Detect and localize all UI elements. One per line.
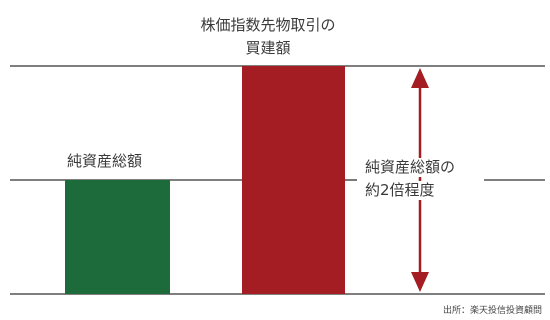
source-note: 出所：楽天投信投資顧問 [442, 306, 542, 316]
futures-buy-bar [242, 66, 345, 294]
futures-title-line1: 株価指数先物取引の [200, 16, 336, 34]
net-assets-bar [65, 180, 170, 294]
ratio-label-line1: 純資産総額の [365, 158, 458, 177]
futures-title-line2: 買建額 [245, 39, 291, 57]
net-assets-label: 純資産総額 [67, 152, 143, 170]
double-arrow-icon [411, 68, 429, 292]
ratio-label-line2: 約2倍程度 [365, 181, 437, 200]
